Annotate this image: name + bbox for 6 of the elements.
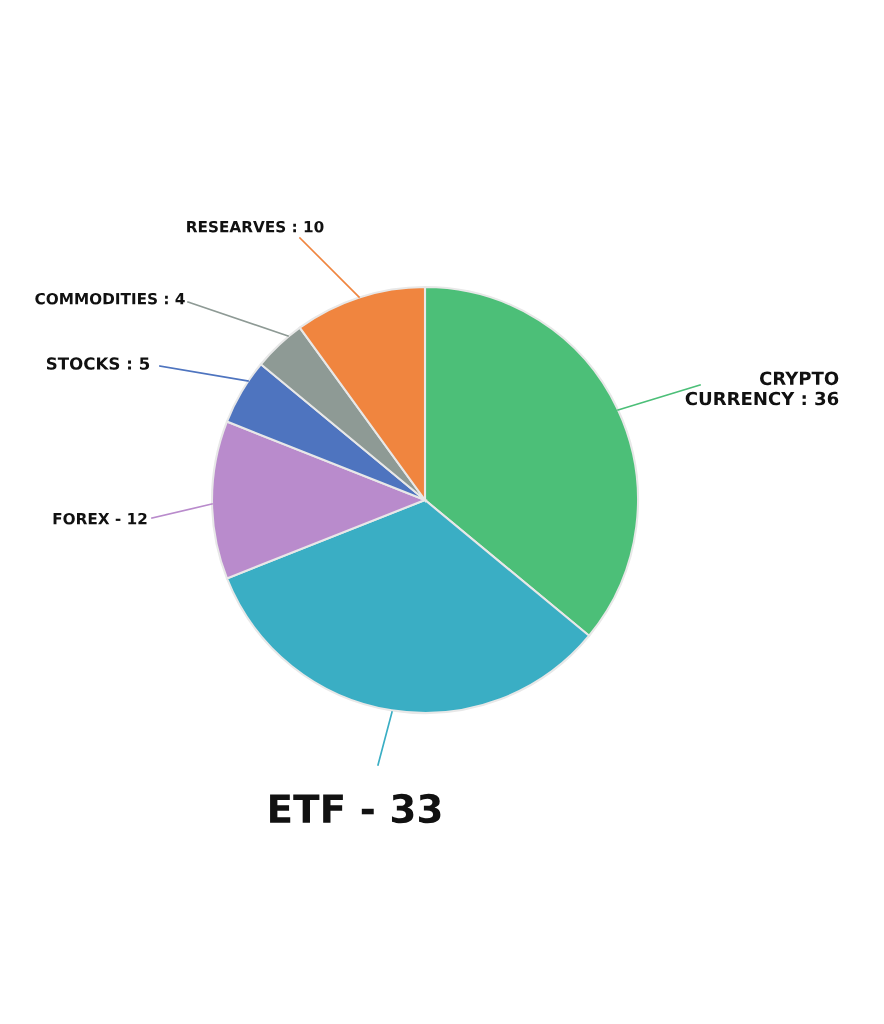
slice-label: CRYPTO CURRENCY : 36 <box>685 371 839 406</box>
slice-label: STOCKS : 5 <box>46 357 150 370</box>
slice-label: ETF - 33 <box>270 793 441 824</box>
slice-label: COMMODITIES : 4 <box>35 292 185 305</box>
slice-label: FOREX - 12 <box>53 512 147 525</box>
slice-label: RESEARVES : 10 <box>187 220 324 233</box>
